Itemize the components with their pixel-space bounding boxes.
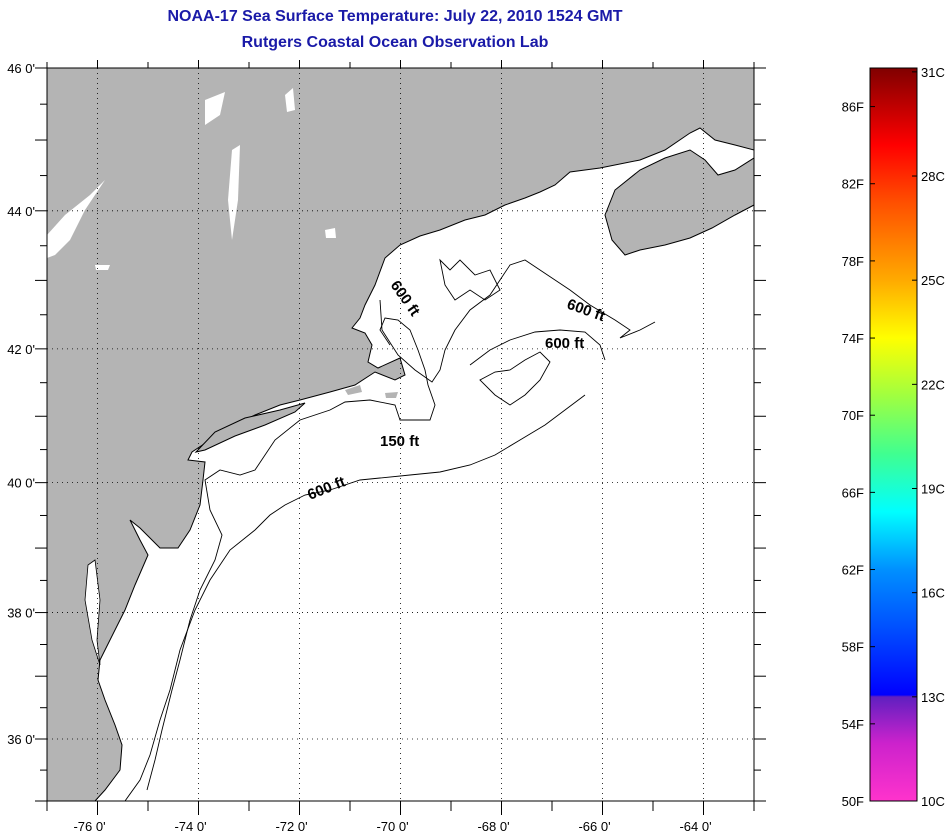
contour-label: 150 ft: [380, 433, 419, 450]
lon-label: -70 0': [376, 819, 408, 834]
colorbar-c-label: 13C: [921, 690, 945, 705]
lat-label: 42 0': [7, 342, 35, 357]
map-area: 600 ft 600 ft 600 ft 150 ft 600 ft: [47, 68, 754, 801]
lat-label: 44 0': [7, 204, 35, 219]
colorbar-f-label: 86F: [842, 100, 864, 115]
lakes: [47, 88, 336, 270]
lon-label: -66 0': [578, 819, 610, 834]
contour-label: 600 ft: [545, 335, 584, 352]
colorbar-f-label: 50F: [842, 794, 864, 809]
lon-label: -72 0': [275, 819, 307, 834]
colorbar-c-label: 10C: [921, 794, 945, 809]
mainland: [47, 68, 754, 801]
lon-label: -76 0': [73, 819, 105, 834]
graticule: [47, 68, 754, 801]
nova-scotia: [604, 149, 754, 256]
colorbar-f-label: 62F: [842, 563, 864, 578]
colorbar-f-label: 70F: [842, 408, 864, 423]
colorbar-c-label: 25C: [921, 273, 945, 288]
lon-label: -68 0': [477, 819, 509, 834]
lon-label: -74 0': [174, 819, 206, 834]
colorbar-f-label: 54F: [842, 717, 864, 732]
colorbar-f-label: 74F: [842, 331, 864, 346]
long-island: [194, 402, 306, 453]
colorbar-f-label: 58F: [842, 640, 864, 655]
lat-label: 46 0': [7, 61, 35, 76]
lon-label: -64 0': [679, 819, 711, 834]
colorbar-gradient: [869, 67, 918, 802]
martha-vineyard-nantucket: [345, 385, 398, 398]
lat-label: 38 0': [7, 606, 35, 621]
colorbar-c-label: 31C: [921, 65, 945, 80]
lat-label: 40 0': [7, 476, 35, 491]
map-subtitle: Rutgers Coastal Ocean Observation Lab: [241, 34, 549, 51]
map-axes: -76 0' -74 0' -72 0' -70 0' -68 0' -66 0' -64 …: [7, 60, 766, 834]
colorbar-c-label: 28C: [921, 169, 945, 184]
map-title: NOAA-17 Sea Surface Temperature: July 22…: [167, 8, 623, 25]
colorbar-f-label: 66F: [842, 485, 864, 500]
colorbar-c-label: 16C: [921, 586, 945, 601]
bathymetry-contours: [124, 258, 656, 801]
lat-label: 36 0': [7, 732, 35, 747]
colorbar-c-label: 19C: [921, 482, 945, 497]
colorbar: 50F 54F 58F 62F 66F 70F 74F 78F 82F 86F 10C 13C 16C 1…: [842, 65, 945, 809]
colorbar-f-label: 82F: [842, 177, 864, 192]
colorbar-f-label: 78F: [842, 254, 864, 269]
colorbar-c-label: 22C: [921, 377, 945, 392]
